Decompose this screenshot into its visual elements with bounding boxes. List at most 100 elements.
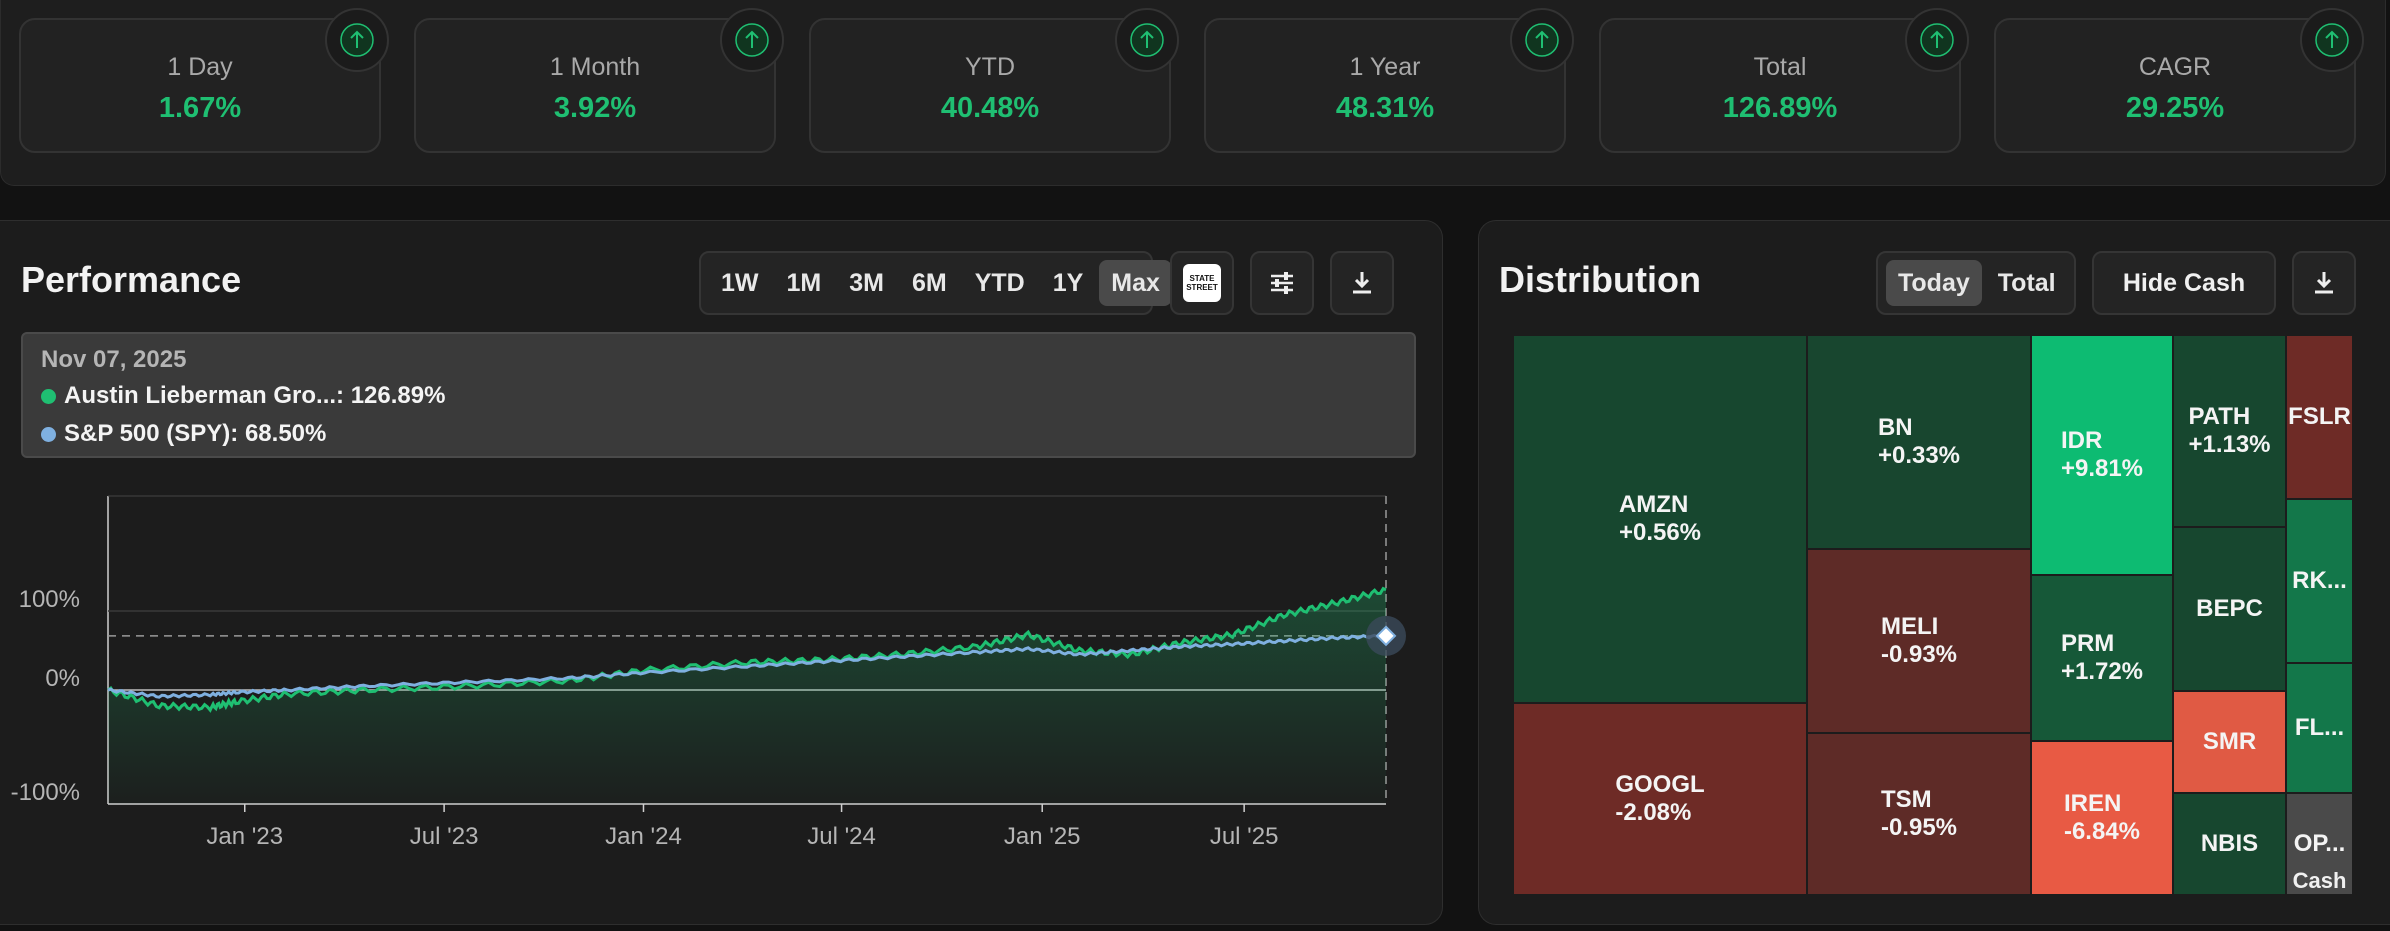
x-tick-label: Jul '24 <box>807 823 876 850</box>
stat-value: 40.48% <box>940 92 1040 124</box>
x-tick-label: Jul '23 <box>410 823 479 850</box>
x-tick-label: Jan '25 <box>1004 823 1081 850</box>
range-3m-button[interactable]: 3M <box>849 268 884 297</box>
tile-ticker: FL... <box>2294 714 2345 741</box>
tooltip-benchmark-row: S&P 500 (SPY): 68.50% <box>41 420 326 448</box>
toggle-today-button[interactable]: Today <box>1886 260 1982 306</box>
range-1y-button[interactable]: 1Y <box>1052 268 1084 297</box>
tile-change: -6.84% <box>2063 818 2141 845</box>
stat-label: 1 Year <box>1349 53 1421 81</box>
tile-googl[interactable]: GOOGL -2.08% <box>1513 703 1807 895</box>
benchmark-dot-icon <box>41 426 56 442</box>
tile-ticker: IREN <box>2063 790 2122 817</box>
y-tick-label: 100% <box>19 586 80 613</box>
tile-change: -0.95% <box>1880 814 1958 841</box>
stat-card-ytd: YTD 40.48% <box>809 8 1179 153</box>
stat-value: 1.67% <box>158 92 242 124</box>
arrow-up-icon <box>1115 8 1179 72</box>
stat-value: 48.31% <box>1335 92 1435 124</box>
marker-diamond-icon <box>1375 625 1397 647</box>
range-1w-button[interactable]: 1W <box>721 268 759 297</box>
tile-smr[interactable]: SMR <box>2173 691 2286 793</box>
tooltip-date: Nov 07, 2025 <box>41 346 187 373</box>
tile-bepc[interactable]: BEPC <box>2173 527 2286 691</box>
tile-bn[interactable]: BN +0.33% <box>1807 335 2031 549</box>
x-tick-label: Jul '25 <box>1210 823 1279 850</box>
tile-ticker: IDR <box>2060 427 2103 454</box>
toggle-total-button[interactable]: Total <box>1997 268 2056 297</box>
tile-ticker: RK... <box>2292 567 2347 594</box>
distribution-panel: Distribution Today Total Hide Cash AMZN +… <box>1478 220 2390 925</box>
tile-ticker: SMR <box>2202 728 2257 755</box>
tile-change: +1.13% <box>2188 431 2271 458</box>
y-tick-label: -100% <box>11 779 80 806</box>
download-icon <box>1353 272 1371 294</box>
range-6m-button[interactable]: 6M <box>911 268 947 297</box>
performance-title: Performance <box>21 259 242 300</box>
portfolio-area-fill <box>108 588 1386 804</box>
stat-label: 1 Day <box>167 53 233 81</box>
state-street-logo-icon: STATE STREET <box>1183 264 1221 302</box>
distribution-title: Distribution <box>1499 259 1701 300</box>
download-button[interactable] <box>1330 251 1394 315</box>
stat-value: 3.92% <box>553 92 637 124</box>
tile-fl[interactable]: FL... <box>2286 663 2353 793</box>
arrow-up-icon <box>2300 8 2364 72</box>
tile-ticker: BN <box>1877 414 1913 441</box>
tile-change: +0.56% <box>1618 519 1702 546</box>
settings-sliders-button[interactable] <box>1250 251 1314 315</box>
stat-label: Total <box>1753 53 1807 81</box>
logo-line: STATE <box>1189 274 1215 283</box>
tile-path[interactable]: PATH +1.13% <box>2173 335 2286 527</box>
range-ytd-button[interactable]: YTD <box>974 268 1025 297</box>
x-axis-labels: Jan '23 Jul '23 Jan '24 Jul '24 Jan '25 Jul '… <box>206 804 1278 850</box>
arrow-up-icon <box>1905 8 1969 72</box>
portfolio-area <box>108 588 1386 804</box>
stat-label: 1 Month <box>549 53 641 81</box>
tile-amzn[interactable]: AMZN +0.56% <box>1513 335 1807 703</box>
performance-chart[interactable]: 100% 0% -100% Jan '23 Jul '23 Jan '24 Jul '24… <box>1 471 1421 921</box>
tooltip-portfolio-row: Austin Lieberman Gro...: 126.89% <box>41 382 445 410</box>
range-max-button[interactable]: Max <box>1099 260 1172 306</box>
time-range-selector: 1W 1M 3M 6M YTD 1Y Max <box>699 251 1172 315</box>
hover-marker <box>1366 615 1406 656</box>
tile-ticker: BEPC <box>2196 595 2263 622</box>
tile-ticker: AMZN <box>1618 491 1689 518</box>
tile-tsm[interactable]: TSM -0.95% <box>1807 733 2031 895</box>
stat-card-total: Total 126.89% <box>1599 8 1969 153</box>
y-axis-labels: 100% 0% -100% <box>11 586 80 806</box>
arrow-up-icon <box>1510 8 1574 72</box>
y-tick-label: 0% <box>45 665 80 692</box>
tile-ticker: FSLR <box>2288 403 2351 430</box>
x-tick-label: Jan '24 <box>605 823 682 850</box>
hide-cash-button[interactable]: Hide Cash <box>2092 251 2276 315</box>
distribution-download-button[interactable] <box>2292 251 2356 315</box>
tile-idr[interactable]: IDR +9.81% <box>2031 335 2173 575</box>
arrow-up-icon <box>720 8 784 72</box>
stat-card-1-month: 1 Month 3.92% <box>414 8 784 153</box>
portfolio-dot-icon <box>41 388 56 404</box>
tooltip-portfolio-value: Austin Lieberman Gro...: 126.89% <box>64 382 446 409</box>
download-icon <box>2315 272 2333 294</box>
stat-label: CAGR <box>2138 53 2212 81</box>
tile-rk[interactable]: RK... <box>2286 499 2353 663</box>
tile-change: -2.08% <box>1615 799 1692 826</box>
tile-prm[interactable]: PRM +1.72% <box>2031 575 2173 741</box>
tile-ticker: PRM <box>2060 630 2115 657</box>
tile-change: +1.72% <box>2060 658 2144 685</box>
tile-change: -0.93% <box>1880 641 1958 668</box>
tile-nbis[interactable]: NBIS <box>2173 793 2286 895</box>
tile-op[interactable]: OP... Cash <box>2286 793 2353 895</box>
tile-iren[interactable]: IREN -6.84% <box>2031 741 2173 895</box>
tile-change: +0.33% <box>1877 442 1961 469</box>
tile-fslr[interactable]: FSLR <box>2286 335 2353 499</box>
x-tick-label: Jan '23 <box>206 823 283 850</box>
range-1m-button[interactable]: 1M <box>786 268 822 297</box>
stat-card-cagr: CAGR 29.25% <box>1994 8 2364 153</box>
sliders-icon <box>1271 272 1293 294</box>
benchmark-button[interactable]: STATE STREET <box>1170 251 1234 315</box>
chart-tooltip: Nov 07, 2025 Austin Lieberman Gro...: 12… <box>21 332 1416 458</box>
tile-ticker: MELI <box>1880 613 1939 640</box>
tile-meli[interactable]: MELI -0.93% <box>1807 549 2031 733</box>
arrow-up-icon <box>325 8 389 72</box>
